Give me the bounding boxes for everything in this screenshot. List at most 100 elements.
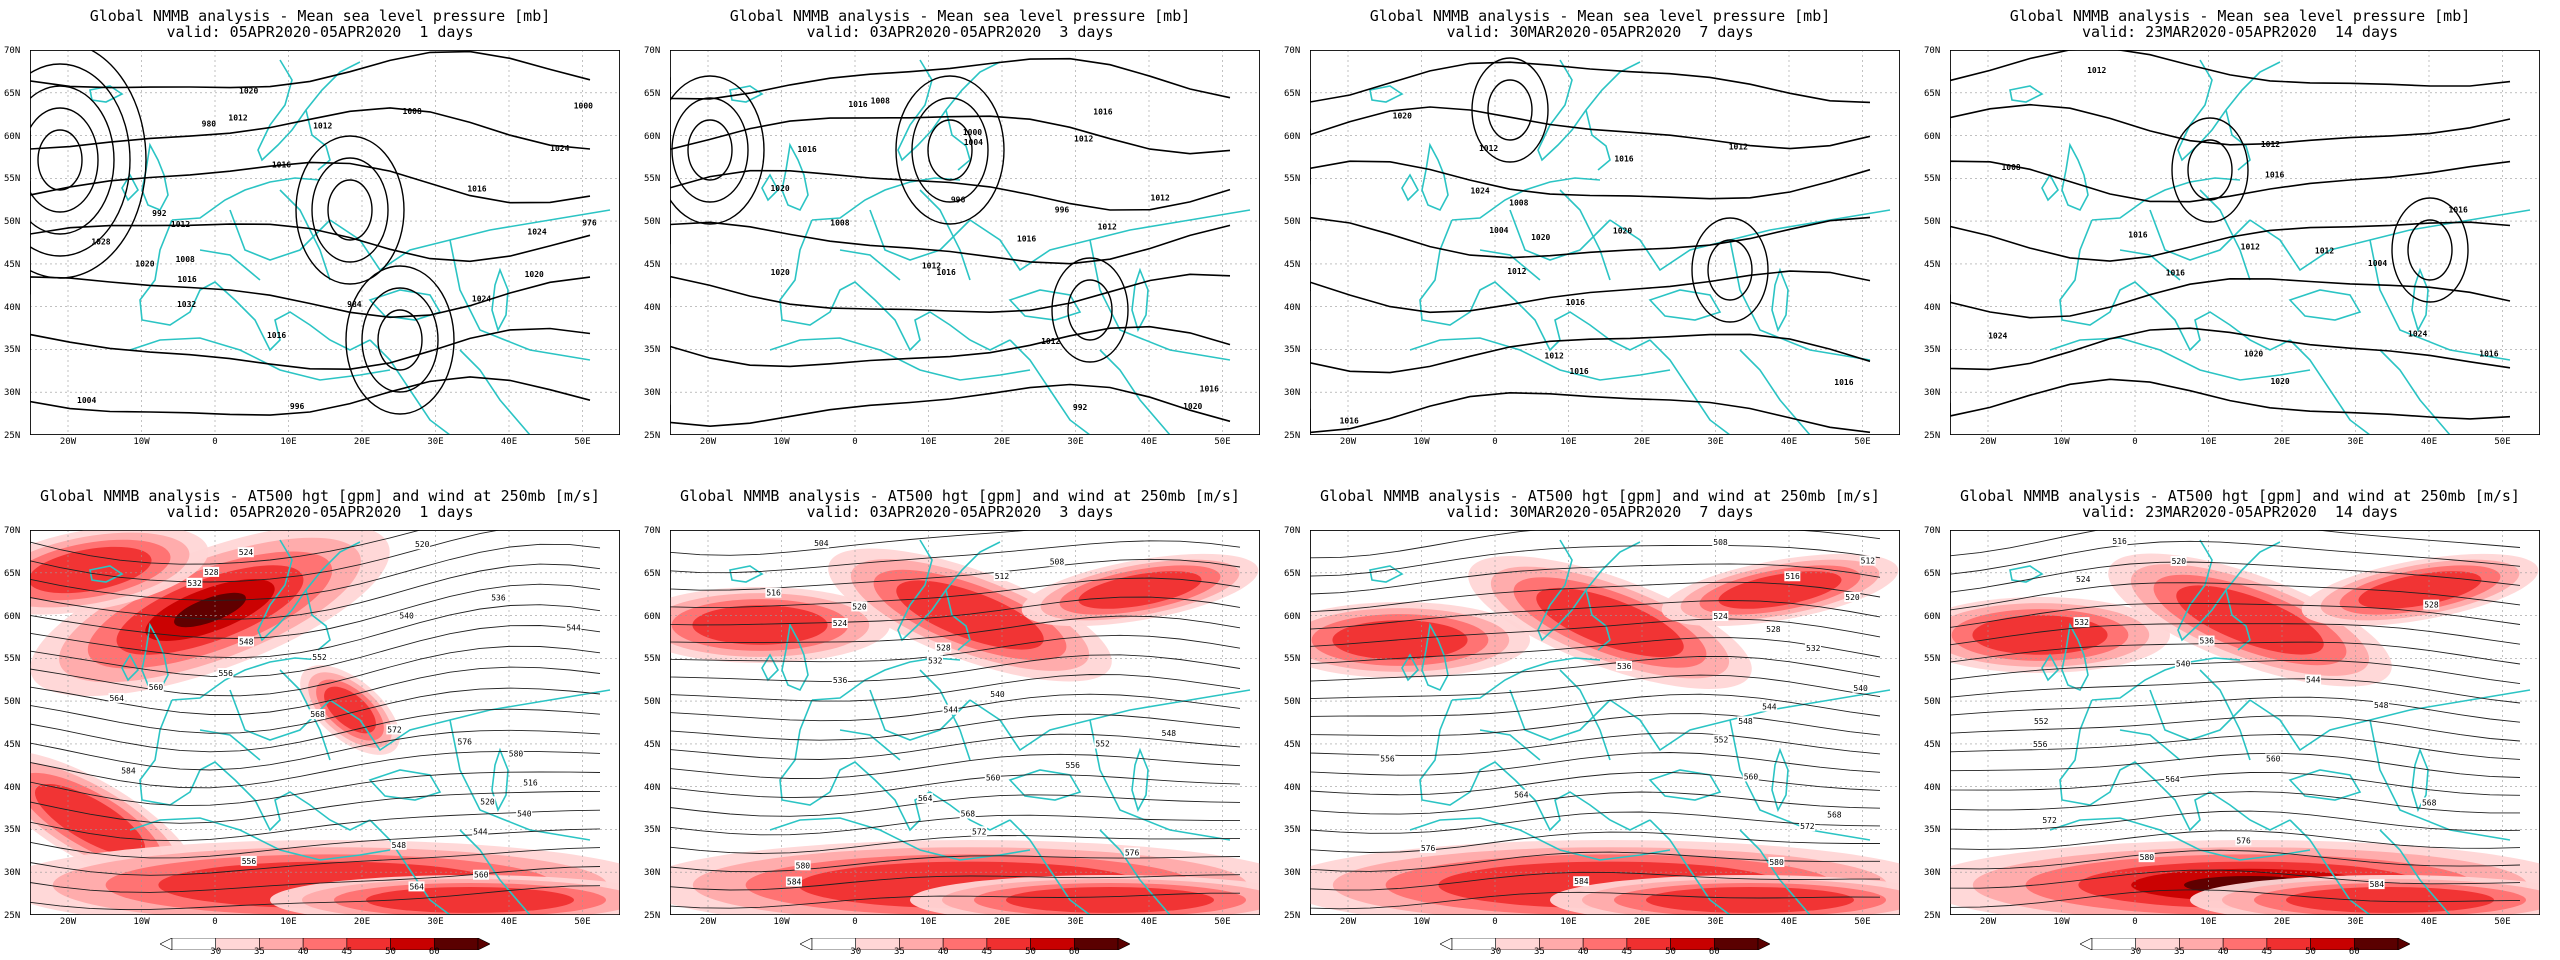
contour-label: 1016	[1566, 298, 1585, 307]
contour-label: 1016	[2449, 205, 2468, 214]
contour-label: 572	[387, 725, 402, 734]
z500-wind-map-panel: Global NMMB analysis - AT500 hgt [gpm] a…	[0, 480, 640, 960]
mslp-map-panel: Global NMMB analysis - Mean sea level pr…	[1280, 0, 1920, 480]
contour-label: 556	[242, 857, 257, 866]
panel-title: Global NMMB analysis - Mean sea level pr…	[89, 7, 551, 25]
contour-label: 1020	[2244, 350, 2263, 359]
contour-label: 508	[1713, 538, 1728, 547]
latitude-tick-label: 50N	[1284, 217, 1301, 228]
contour-label: 560	[1744, 772, 1759, 781]
latitude-tick-label: 35N	[644, 825, 661, 836]
contour-label: 516	[766, 589, 781, 598]
longitude-tick-label: 30E	[2347, 437, 2364, 447]
latitude-tick-label: 55N	[1924, 174, 1941, 185]
longitude-tick-label: 10W	[1413, 437, 1430, 447]
contour-label: 1004	[964, 138, 983, 147]
contour-label: 520	[852, 602, 867, 611]
contour-label: 576	[458, 738, 473, 747]
contour-label: 544	[1762, 702, 1777, 711]
longitude-tick-label: 0	[2132, 437, 2138, 447]
contour-label: 1020	[135, 260, 154, 269]
longitude-tick-label: 20W	[1979, 917, 1997, 927]
contour-label: 1020	[239, 87, 258, 96]
contour-label: 996	[1055, 206, 1070, 215]
contour-label: 516	[2112, 537, 2127, 546]
latitude-tick-label: 65N	[1924, 88, 1941, 99]
latitude-tick-label: 25N	[644, 911, 661, 921]
longitude-tick-label: 40E	[1780, 917, 1798, 927]
contour-label: 976	[582, 218, 597, 227]
contour-label: 1028	[91, 237, 110, 246]
contour-label: 1016	[1834, 378, 1853, 387]
contour-label: 564	[2165, 775, 2180, 784]
longitude-tick-label: 30E	[1067, 917, 1084, 927]
contour-label: 1020	[1183, 402, 1202, 411]
contour-label: 1016	[848, 100, 867, 109]
longitude-tick-label: 20E	[993, 917, 1011, 927]
longitude-tick-label: 0	[212, 917, 218, 927]
longitude-tick-label: 20E	[993, 437, 1011, 447]
latitude-tick-label: 30N	[644, 868, 661, 879]
latitude-tick-label: 45N	[1284, 259, 1301, 270]
latitude-tick-label: 40N	[644, 302, 661, 313]
contour-label: 520	[2172, 557, 2187, 566]
contour-label: 1004	[1489, 226, 1508, 235]
latitude-tick-label: 40N	[4, 302, 21, 313]
longitude-tick-label: 10W	[2053, 917, 2070, 927]
latitude-tick-label: 65N	[644, 568, 661, 579]
contour-label: 528	[1766, 625, 1781, 634]
wind-speed-colorbar: 30 35 40 45 50 60	[1439, 935, 1771, 957]
contour-label: 560	[2266, 754, 2281, 763]
latitude-tick-label: 40N	[1284, 302, 1301, 313]
panel-title: Global NMMB analysis - Mean sea level pr…	[729, 7, 1191, 25]
latitude-tick-label: 40N	[1924, 302, 1941, 313]
wind-speed-colorbar: 30 35 40 45 50 60	[159, 935, 491, 957]
colorbar-tick-label: 45	[981, 947, 993, 957]
contour-label: 1032	[177, 300, 196, 309]
contour-label: 1024	[1470, 186, 1489, 195]
latitude-tick-label: 40N	[644, 782, 661, 793]
longitude-tick-label: 50E	[1214, 437, 1231, 447]
contour-label: 560	[474, 871, 489, 880]
contour-label: 528	[2424, 601, 2439, 610]
contour-label: 576	[1421, 844, 1436, 853]
latitude-tick-label: 55N	[4, 174, 21, 185]
contour-label: 1024	[527, 227, 546, 236]
contour-label: 548	[1162, 729, 1177, 738]
contour-label: 1020	[1531, 233, 1550, 242]
longitude-tick-label: 50E	[574, 917, 591, 927]
contour-label: 512	[1861, 557, 1876, 566]
latitude-tick-label: 70N	[1924, 46, 1941, 56]
latitude-tick-label: 25N	[1284, 431, 1301, 441]
longitude-tick-label: 10E	[920, 917, 937, 927]
contour-label: 532	[2074, 618, 2089, 627]
latitude-tick-label: 30N	[1284, 388, 1301, 399]
contour-label: 1016	[267, 331, 286, 340]
contour-label: 1012	[1729, 142, 1748, 151]
longitude-tick-label: 10E	[280, 437, 297, 447]
contour-label: 568	[1827, 811, 1842, 820]
longitude-tick-label: 20E	[1633, 437, 1651, 447]
colorbar-tick-label: 50	[2305, 947, 2316, 957]
contour-label: 520	[1845, 593, 1860, 602]
contour-label: 1012	[171, 220, 190, 229]
latitude-tick-label: 45N	[1924, 739, 1941, 750]
longitude-tick-label: 50E	[2494, 917, 2511, 927]
contour-label: 576	[1125, 849, 1140, 858]
longitude-tick-label: 10E	[1560, 437, 1577, 447]
colorbar-tick-label: 50	[1025, 947, 1036, 957]
latitude-tick-label: 25N	[1284, 911, 1301, 921]
longitude-tick-label: 40E	[1140, 917, 1158, 927]
contour-label: 556	[218, 669, 233, 678]
contour-label: 520	[415, 540, 430, 549]
contour-label: 1016	[177, 275, 196, 284]
longitude-tick-label: 50E	[1854, 917, 1871, 927]
latitude-tick-label: 30N	[1284, 868, 1301, 879]
panel-valid-range: valid: 05APR2020-05APR2020 1 days	[166, 503, 474, 521]
colorbar-tick-label: 35	[1534, 947, 1545, 957]
panel-valid-range: valid: 30MAR2020-05APR2020 7 days	[1446, 23, 1754, 41]
contour-label: 1016	[937, 268, 956, 277]
map-plot-area: 1020 1016 1024 1028 1032 1020 1012 1004 1000 996 9…	[30, 50, 620, 435]
longitude-tick-label: 40E	[1140, 437, 1158, 447]
map-plot-area: 504 508 512 516 520 524 528 532 536 540 544 548 552 5…	[670, 530, 1260, 915]
